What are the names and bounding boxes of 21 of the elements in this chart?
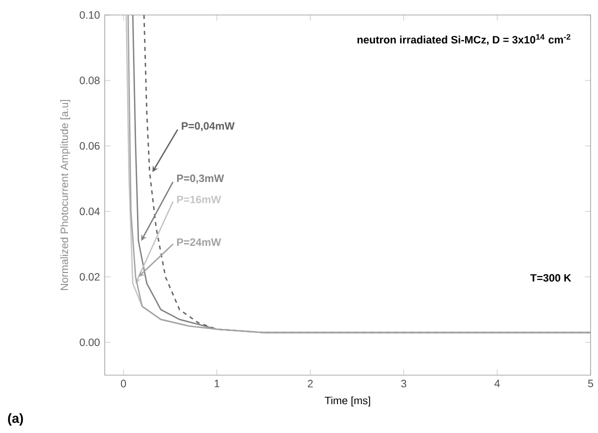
y-tick-label: 0.02: [80, 273, 100, 281]
text: P=0,3mW: [177, 174, 224, 184]
x-tick-label: 3: [401, 380, 406, 388]
x-tick-label: 0: [120, 380, 126, 388]
annotation: neutron irradiated Si-MCz, D = 3x10$^{14}$ cm$^{-2}$: [358, 34, 570, 46]
y-tick-label: 0.06: [80, 142, 100, 150]
text: P=0,04mW: [182, 122, 235, 132]
x-tick-label: 2: [308, 380, 313, 388]
x-axis-title: Time [ms]: [324, 396, 370, 406]
x-tick-label: 4: [494, 380, 500, 388]
y-tick-label: 0.04: [80, 208, 100, 216]
text: P=16mW: [177, 196, 222, 204]
text: (a): [8, 413, 23, 426]
y-tick-label: 0.10: [80, 11, 100, 19]
y-axis-title: Normalized Photocurrent Amplitude [a.u]: [60, 100, 70, 290]
text: P=24mW: [177, 238, 222, 246]
annotation: T=300 K: [530, 274, 572, 282]
y-tick-label: 0.08: [80, 76, 100, 84]
x-tick-label: 1: [214, 380, 220, 388]
x-tick-label: 5: [588, 380, 594, 388]
y-tick-label: 0.00: [80, 338, 100, 346]
